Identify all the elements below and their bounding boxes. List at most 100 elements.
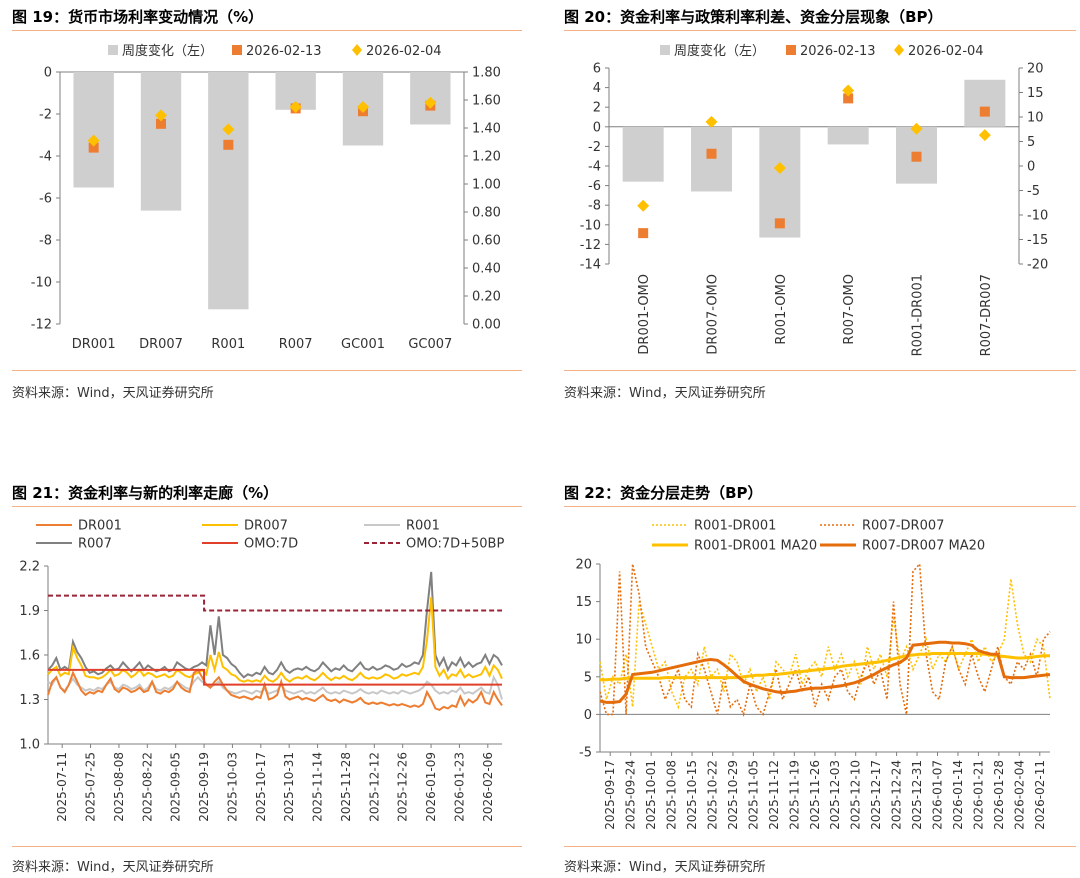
x-tick-label: 2025-12-03 [828, 760, 842, 830]
right-tick-label: 20 [1027, 62, 1044, 77]
series-r007-dr007-ma20 [599, 640, 1051, 704]
category-label-dr007: DR007 [139, 337, 183, 352]
left-tick-label: 2 [593, 101, 601, 116]
right-tick-label: 1.60 [472, 94, 501, 109]
legend-label-r001-dr001-ma20: R001-DR001 MA20 [694, 539, 817, 554]
figure-21-title: 图 21：资金利率与新的利率走廊（%） [12, 484, 279, 502]
legend-swatch-weekly-change [660, 45, 670, 55]
x-tick-label: 2025-07-11 [55, 752, 69, 822]
x-tick-label: 2025-11-28 [339, 752, 353, 822]
category-label-r001: R001 [211, 337, 245, 352]
category-label-r007: R007 [279, 337, 313, 352]
x-tick-label: 2025-10-03 [225, 752, 239, 822]
figure-20-top-rule [564, 30, 1076, 31]
bar-r001 [208, 72, 249, 310]
left-tick-label: -12 [31, 318, 52, 333]
marker-2026-02-04-r007 [289, 101, 302, 113]
x-tick-label: 2026-02-11 [1033, 760, 1047, 830]
left-tick-label: -2 [39, 108, 52, 123]
category-label-r001-omo: R001-OMO [774, 274, 789, 345]
category-label-r001-dr001: R001-DR001 [911, 274, 926, 356]
left-tick-label: 4 [593, 81, 601, 96]
left-tick-label: -10 [31, 276, 52, 291]
series-r007 [47, 571, 503, 679]
category-label-dr007-omo: DR007-OMO [706, 274, 721, 355]
x-tick-label: 2025-12-26 [396, 752, 410, 822]
right-tick-label: 10 [1027, 111, 1044, 126]
x-tick-label: 2025-10-31 [282, 752, 296, 822]
legend-label-2026-02-04: 2026-02-04 [366, 44, 442, 59]
y-tick-label: 10 [575, 633, 592, 648]
left-tick-label: 6 [593, 62, 601, 77]
bar-dr001-omo [622, 126, 664, 182]
series-r001 [47, 674, 503, 700]
x-tick-label: 2026-02-06 [481, 752, 495, 822]
legend-label-2026-02-13: 2026-02-13 [246, 44, 322, 59]
legend-label-r007-dr007-ma20: R007-DR007 MA20 [862, 539, 985, 554]
category-label-r007-dr007: R007-DR007 [979, 274, 994, 356]
x-tick-label: 2026-02-04 [1012, 760, 1026, 830]
left-tick-label: -6 [39, 192, 52, 207]
x-tick-label: 2025-09-17 [603, 760, 617, 830]
marker-2026-02-13-dr001 [88, 142, 99, 153]
bar-r007-omo [827, 126, 869, 145]
right-tick-label: 0 [1027, 160, 1035, 175]
figure-19-panel: 图 19：货币市场利率变动情况（%） 周度变化（左） 2026-02-13 2026… [12, 0, 522, 420]
right-tick-label: 0.60 [472, 234, 501, 249]
marker-2026-02-13-r001-dr001 [911, 151, 922, 162]
category-label-dr001-omo: DR001-OMO [637, 274, 652, 355]
right-tick-label: -5 [1027, 184, 1040, 199]
legend-marker-2026-02-04 [352, 44, 362, 56]
marker-2026-02-04-dr001-omo [637, 199, 650, 212]
y-tick-label: 20 [575, 558, 592, 573]
figure-22-chart: R001-DR001 R007-DR007 R001-DR001 MA20 R007-… [575, 519, 1051, 830]
x-tick-label: 2026-01-21 [971, 760, 985, 830]
left-tick-label: -12 [580, 238, 601, 253]
left-tick-label: -14 [580, 258, 601, 273]
x-tick-label: 2025-09-19 [197, 752, 211, 822]
bar-r007-dr007 [964, 79, 1006, 127]
x-tick-label: 2025-08-08 [112, 752, 126, 822]
legend-label-dr007: DR007 [244, 519, 288, 534]
figure-20-title: 图 20：资金利率与政策利率利差、资金分层现象（BP） [564, 8, 943, 26]
figure-21-top-rule [12, 506, 522, 507]
x-tick-label: 2026-01-09 [424, 752, 438, 822]
x-tick-label: 2025-10-15 [685, 760, 699, 830]
legend-marker-2026-02-04 [894, 44, 904, 56]
figure-21-source: 资料来源：Wind，天风证券研究所 [12, 860, 214, 875]
figure-22-top-rule [564, 506, 1076, 507]
left-tick-label: 0 [44, 66, 52, 81]
series-r001-dr001 [599, 578, 1051, 710]
category-label-gc001: GC001 [341, 337, 385, 352]
x-tick-label: 2025-11-26 [808, 760, 822, 830]
series-omo-7d [48, 668, 502, 686]
legend-label-r001: R001 [406, 519, 440, 534]
figure-22-source: 资料来源：Wind，天风证券研究所 [564, 860, 766, 875]
right-tick-label: 0.00 [472, 318, 501, 333]
figure-19-source: 资料来源：Wind，天风证券研究所 [12, 386, 214, 401]
left-tick-label: -8 [39, 234, 52, 249]
legend-label-r007: R007 [78, 537, 112, 552]
right-tick-label: 0.20 [472, 290, 501, 305]
right-tick-label: 15 [1027, 86, 1044, 101]
right-tick-label: 1.40 [472, 122, 501, 137]
marker-2026-02-13-dr001-omo [638, 228, 649, 239]
x-tick-label: 2025-10-08 [665, 760, 679, 830]
figure-19-top-rule [12, 30, 522, 31]
left-tick-label: -8 [588, 199, 601, 214]
figure-20-bottom-rule [564, 370, 1076, 371]
x-tick-label: 2025-09-05 [169, 752, 183, 822]
figure-21-bottom-rule [12, 846, 522, 847]
marker-2026-02-04-dr007 [155, 109, 167, 122]
legend-label-r001-dr001: R001-DR001 [694, 519, 776, 534]
x-tick-label: 2025-12-24 [890, 760, 904, 830]
y-tick-label: 0 [584, 708, 592, 723]
marker-2026-02-13-dr007-omo [706, 148, 717, 159]
legend-swatch-2026-02-13 [786, 45, 796, 55]
y-tick-label: 1.6 [19, 649, 40, 664]
series-dr001 [47, 668, 503, 712]
right-tick-label: 5 [1027, 135, 1035, 150]
y-tick-label: 1.9 [19, 604, 40, 619]
y-tick-label: 2.2 [19, 560, 40, 575]
legend-label-omo-7d: OMO:7D [244, 537, 298, 552]
